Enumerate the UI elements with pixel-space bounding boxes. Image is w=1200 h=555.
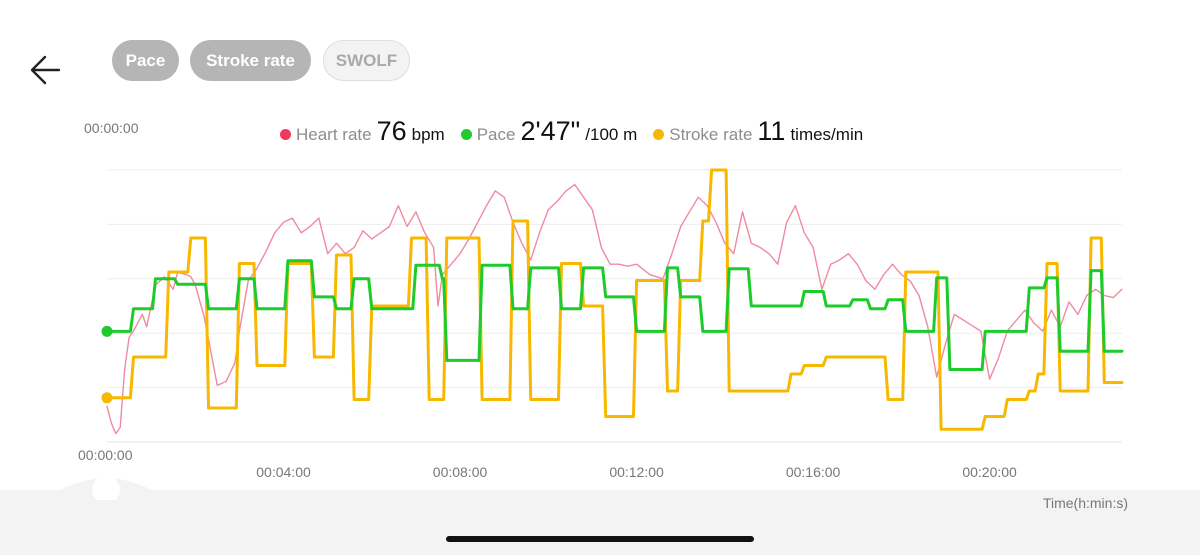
back-button[interactable] — [26, 52, 66, 88]
x-tick-label: 00:12:00 — [609, 464, 664, 480]
legend-stroke-rate: Stroke rate 11 times/min — [653, 116, 863, 147]
series-line-heart-rate — [106, 183, 1123, 435]
heart-rate-unit: bpm — [411, 125, 445, 144]
tab-stroke-rate[interactable]: Stroke rate — [190, 40, 311, 81]
x-tick-label: 00:08:00 — [433, 464, 488, 480]
series-line-pace — [105, 259, 1124, 371]
heart-rate-dot-icon — [280, 129, 291, 140]
x-tick-label: 00:16:00 — [786, 464, 841, 480]
cursor-marker-pace — [101, 325, 113, 337]
pace-unit: /100 m — [585, 125, 638, 144]
x-tick-label: 00:20:00 — [962, 464, 1017, 480]
scrubber-handle[interactable] — [92, 476, 120, 500]
series-line-stroke-rate — [105, 168, 1124, 431]
x-tick-label: 00:00:00 — [78, 447, 133, 463]
heart-rate-label: Heart rate — [296, 125, 372, 144]
pace-value: 2'47" — [520, 116, 581, 146]
tab-swolf[interactable]: SWOLF — [323, 40, 410, 81]
back-arrow-icon — [30, 55, 61, 85]
cursor-time: 00:00:00 — [84, 120, 139, 136]
x-tick-label: 00:04:00 — [256, 464, 311, 480]
x-axis-title: Time(h:min:s) — [1042, 495, 1128, 511]
cursor-marker-stroke-rate — [101, 392, 113, 404]
stroke-rate-label: Stroke rate — [669, 125, 753, 144]
stroke-rate-dot-icon — [653, 129, 665, 140]
heart-rate-value: 76 — [376, 116, 407, 146]
pace-dot-icon — [460, 129, 472, 140]
pace-label: Pace — [476, 125, 516, 144]
legend-pace: Pace 2'47" /100 m — [460, 116, 638, 147]
tab-pace[interactable]: Pace — [112, 40, 179, 81]
stroke-rate-value: 11 — [757, 116, 786, 146]
home-indicator[interactable] — [446, 536, 754, 542]
timeline-scrubber[interactable] — [0, 470, 200, 500]
stroke-rate-unit: times/min — [790, 125, 864, 144]
legend-heart-rate: Heart rate 76 bpm — [280, 116, 445, 147]
timeline-band — [0, 490, 1200, 555]
chart-legend: Heart rate 76 bpm Pace 2'47" /100 m Stro… — [280, 116, 879, 152]
